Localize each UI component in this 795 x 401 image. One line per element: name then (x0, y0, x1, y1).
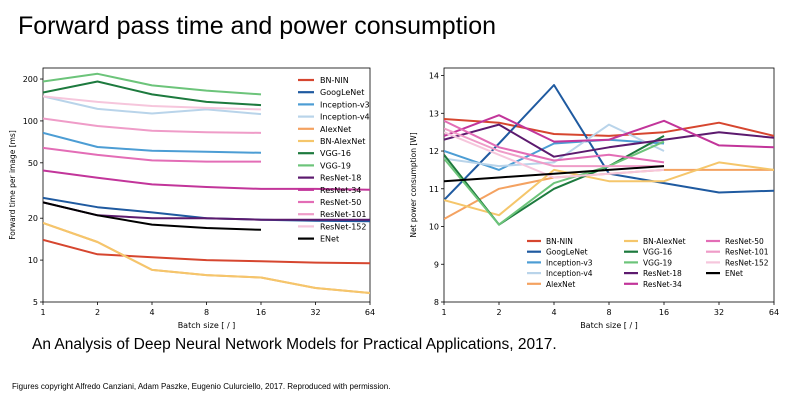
x-tick-label: 32 (714, 308, 724, 317)
x-tick-label: 16 (256, 308, 266, 317)
series-line-resnet-101 (444, 127, 664, 168)
legend-label-googlenet: GoogLeNet (546, 248, 588, 257)
series-line-alexnet (43, 221, 370, 294)
series-line-vgg-16 (43, 80, 262, 107)
slide-title: Forward pass time and power consumption (18, 12, 497, 40)
x-tick-label: 4 (551, 308, 556, 317)
series-line-bn-nin (444, 118, 774, 137)
y-tick-label: 13 (429, 109, 439, 118)
y-axis-label: Forward time per image [ms] (8, 130, 17, 240)
legend-label-bn-alexnet: BN-AlexNet (643, 237, 686, 246)
legend-label-vgg-16: VGG-16 (320, 149, 351, 158)
legend-label-googlenet: GoogLeNet (320, 88, 364, 97)
forward-time-chart: 1 2 4 8 16 32 64 5 10 20 50 100 200 Batch size [ / ] F… (8, 67, 375, 330)
series-line-resnet-34 (444, 114, 774, 149)
legend-label-vgg-19: VGG-19 (320, 161, 351, 170)
series-line-googlenet (444, 84, 774, 201)
series-line-bn-nin (43, 238, 370, 265)
y-tick-label: 8 (434, 298, 439, 307)
legend-label-resnet-34: ResNet-34 (320, 186, 361, 195)
series-line-bn-alexnet (444, 161, 774, 217)
legend-label-vgg-16: VGG-16 (643, 248, 672, 257)
legend-label-enet: ENet (320, 235, 339, 244)
y-axis-label: Net power consumption [W] (409, 132, 418, 237)
legend-label-resnet-101: ResNet-101 (320, 210, 367, 219)
series-lines (43, 72, 370, 294)
y-tick-label: 10 (429, 223, 439, 232)
legend-label-inception-v4: Inception-v4 (320, 113, 370, 122)
legend-label-alexnet: AlexNet (546, 280, 575, 289)
series-line-inception-v3 (43, 131, 262, 154)
y-tick-label: 50 (28, 159, 38, 168)
series-line-resnet-101 (43, 117, 262, 134)
legend-label-resnet-18: ResNet-18 (643, 269, 682, 278)
legend-label-inception-v3: Inception-v3 (320, 100, 370, 109)
y-tick-label: 14 (429, 72, 439, 81)
x-tick-label: 4 (149, 308, 154, 317)
y-tick-label: 20 (28, 214, 38, 223)
legend-label-alexnet: AlexNet (320, 125, 351, 134)
x-tick-label: 2 (496, 308, 501, 317)
x-tick-label: 32 (310, 308, 320, 317)
x-axis-label: Batch size [ / ] (178, 321, 236, 330)
y-tick-label: 100 (23, 117, 38, 126)
legend-label-resnet-34: ResNet-34 (643, 280, 682, 289)
x-tick-label: 2 (95, 308, 100, 317)
series-line-resnet-152 (43, 95, 262, 111)
series-line-resnet-152 (444, 131, 665, 179)
series-line-inception-v4 (43, 95, 262, 116)
legend-label-resnet-50: ResNet-50 (725, 237, 764, 246)
x-tick-label: 64 (769, 308, 779, 317)
x-tick-label: 8 (606, 308, 611, 317)
legend: BN-NIN GoogLeNet Inception-v3 Inception-v4 A… (298, 76, 370, 244)
series-line-resnet-18 (444, 123, 774, 158)
legend-label-inception-v4: Inception-v4 (546, 269, 593, 278)
legend-label-resnet-101: ResNet-101 (725, 248, 769, 257)
y-tick-label: 200 (23, 75, 38, 84)
legend-label-bn-alexnet: BN-AlexNet (320, 137, 365, 146)
legend-label-resnet-152: ResNet-152 (725, 258, 769, 267)
series-line-vgg-19 (43, 72, 262, 96)
y-tick-label: 5 (33, 298, 38, 307)
x-tick-label: 64 (365, 308, 375, 317)
series-line-resnet-34 (43, 169, 370, 191)
y-tick-label: 9 (434, 260, 439, 269)
x-tick-label: 1 (441, 308, 446, 317)
copyright-notice: Figures copyright Alfredo Canziani, Adam… (12, 382, 391, 391)
paper-reference: An Analysis of Deep Neural Network Model… (32, 336, 557, 353)
x-tick-label: 1 (40, 308, 45, 317)
legend-label-resnet-18: ResNet-18 (320, 174, 361, 183)
series-line-enet (444, 165, 665, 183)
series-lines (444, 84, 774, 226)
legend-label-resnet-152: ResNet-152 (320, 222, 367, 231)
series-line-enet (43, 201, 262, 231)
series-line-resnet-50 (444, 119, 665, 164)
legend-label-bn-nin: BN-NIN (320, 76, 349, 85)
legend-label-enet: ENet (725, 269, 743, 278)
y-tick-label: 11 (429, 185, 439, 194)
series-line-resnet-50 (43, 146, 261, 163)
x-axis-label: Batch size [ / ] (580, 321, 638, 330)
series-line-bn-alexnet (43, 221, 370, 294)
legend-label-inception-v3: Inception-v3 (546, 258, 593, 267)
x-tick-label: 16 (659, 308, 669, 317)
y-tick-label: 12 (429, 147, 439, 156)
legend-label-bn-nin: BN-NIN (546, 237, 573, 246)
legend-label-vgg-19: VGG-19 (643, 258, 672, 267)
x-tick-label: 8 (204, 308, 209, 317)
legend-label-resnet-50: ResNet-50 (320, 198, 361, 207)
y-tick-label: 10 (28, 256, 38, 265)
